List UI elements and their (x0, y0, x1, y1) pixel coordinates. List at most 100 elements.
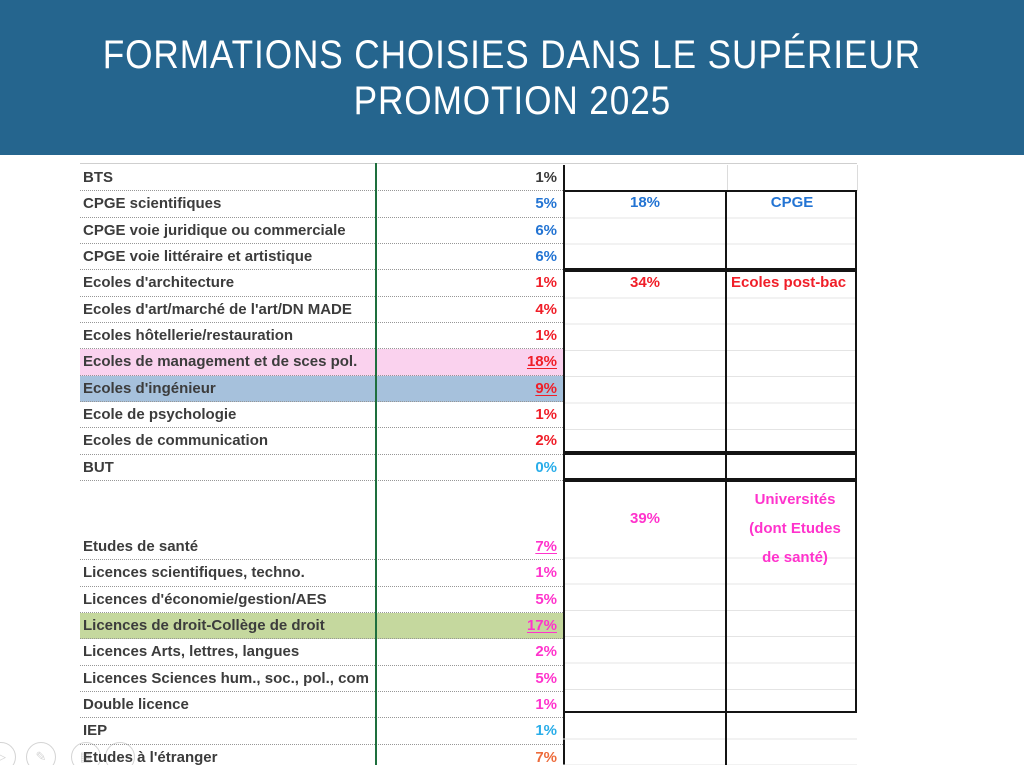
row-label: Ecoles d'art/marché de l'art/DN MADE (83, 300, 352, 318)
zoom-slide-button[interactable]: ⌕ (105, 742, 135, 765)
row-value: 0% (535, 458, 557, 476)
column-divider (725, 482, 727, 711)
gridlines (565, 192, 855, 268)
table-row: Double licence 1% (80, 692, 563, 719)
table-row: Licences Sciences hum., soc., pol., com 5… (80, 666, 563, 692)
table-row: Ecoles d'architecture 1% (80, 270, 563, 297)
table-row: Licences d'économie/gestion/AES 5% (80, 587, 563, 613)
row-value: 5% (535, 590, 557, 608)
all-slides-button[interactable]: ▦ (71, 742, 101, 765)
row-label: Ecoles d'architecture (83, 274, 235, 292)
row-value: 7% (535, 748, 557, 765)
table-row: CPGE voie littéraire et artistique 6% (80, 244, 563, 271)
row-label: CPGE voie littéraire et artistique (83, 248, 313, 266)
column-divider (725, 192, 727, 268)
table-row (80, 481, 563, 534)
column-divider (725, 713, 727, 765)
row-label: CPGE voie juridique ou commerciale (83, 221, 346, 239)
row-label: Licences scientifiques, techno. (83, 564, 305, 582)
table-row: IEP 1% (80, 718, 563, 745)
table-row: Licences Arts, lettres, langues 2% (80, 639, 563, 666)
next-arrow-icon: ▷ (0, 749, 6, 764)
table-row: Ecole de psychologie 1% (80, 402, 563, 429)
faint-gridline (857, 165, 858, 191)
slide-title-line1: FORMATIONS CHOISIES DANS LE SUPÉRIEUR (102, 32, 922, 77)
table-row: Licences de droit-Collège de droit 17% (80, 612, 563, 640)
table-row: Ecoles d'ingénieur 9% (80, 375, 563, 402)
next-slide-button[interactable]: ▷ (0, 742, 16, 765)
gridlines (563, 713, 857, 765)
magnifier-icon: ⌕ (116, 749, 124, 764)
row-label: Etudes de santé (83, 538, 199, 556)
row-value: 5% (535, 195, 557, 213)
group-percent-cpge: 18% (629, 194, 661, 211)
row-value: 1% (535, 696, 557, 714)
gridlines (565, 532, 855, 711)
table-row: Licences scientifiques, techno. 1% (80, 560, 563, 587)
slide-title-line2: PROMOTION 2025 (353, 78, 671, 123)
row-value: 1% (535, 722, 557, 740)
row-value: 6% (535, 221, 557, 239)
formations-table: BTS 1% CPGE scientifiques 5% CPGE voie jurid… (80, 163, 858, 765)
table-row: BTS 1% (80, 165, 563, 192)
table-row: Ecoles de management et de sces pol. 18% (80, 349, 563, 376)
row-value: 7% (535, 538, 557, 556)
group-percent-ecoles: 34% (629, 274, 661, 291)
row-value: 1% (535, 406, 557, 424)
row-label: Ecole de psychologie (83, 406, 237, 424)
pen-icon: ✎ (35, 749, 47, 764)
group-box-universites: 39% Universités (dont Etudes de santé) (563, 480, 857, 713)
row-value: 1% (535, 169, 557, 187)
row-value: 6% (535, 248, 557, 266)
table-row: CPGE scientifiques 5% (80, 191, 563, 218)
table-top-border (80, 163, 857, 164)
green-column-separator (375, 163, 377, 765)
group-percent-universites: 39% (629, 510, 661, 527)
row-label: Licences Arts, lettres, langues (83, 643, 300, 661)
column-divider (725, 272, 727, 451)
row-value: 1% (535, 564, 557, 582)
row-label: Licences de droit-Collège de droit (83, 617, 325, 635)
table-row: Etudes de santé 7% (80, 534, 563, 561)
row-value: 2% (535, 432, 557, 450)
pen-tool-button[interactable]: ✎ (26, 742, 56, 765)
row-label: IEP (83, 722, 108, 740)
group-box-ecoles-post-bac: 34% Ecoles post-bac (563, 270, 857, 453)
group-label-ecoles: Ecoles post-bac (731, 274, 847, 291)
table-row: Ecoles d'art/marché de l'art/DN MADE 4% (80, 297, 563, 323)
row-value: 1% (535, 327, 557, 345)
row-value: 9% (535, 379, 557, 397)
row-label: BTS (83, 169, 113, 187)
all-slides-icon: ▦ (79, 749, 93, 764)
table-row: Ecoles hôtellerie/restauration 1% (80, 323, 563, 350)
group-label-universites: Universités (dont Etudes de santé) (749, 491, 841, 566)
gridlines (565, 272, 855, 451)
table-row: BUT 0% (80, 455, 563, 481)
row-value: 17% (526, 617, 557, 635)
row-label: Etudes à l'étranger (83, 748, 218, 765)
row-value: 4% (535, 300, 557, 318)
row-value: 1% (535, 274, 557, 292)
column-divider (725, 455, 727, 478)
title-banner: FORMATIONS CHOISIES DANS LE SUPÉRIEUR PR… (0, 0, 1024, 155)
table-row: Ecoles de communication 2% (80, 428, 563, 455)
table-rows: BTS 1% CPGE scientifiques 5% CPGE voie jurid… (80, 165, 563, 765)
row-label: Ecoles d'ingénieur (83, 379, 216, 397)
group-box-bottom (563, 713, 857, 765)
row-value: 5% (535, 669, 557, 687)
row-label: Ecoles hôtellerie/restauration (83, 327, 294, 345)
faint-gridline (727, 165, 728, 191)
row-label: Licences d'économie/gestion/AES (83, 590, 327, 608)
row-label: Ecoles de communication (83, 432, 269, 450)
row-value: 2% (535, 643, 557, 661)
row-label: BUT (83, 458, 114, 476)
table-row: Etudes à l'étranger 7% (80, 745, 563, 765)
row-label: Double licence (83, 696, 189, 714)
group-box-but (563, 453, 857, 480)
group-label-cpge: CPGE (770, 194, 814, 211)
row-label: Ecoles de management et de sces pol. (83, 353, 358, 371)
group-box-cpge: 18% CPGE (563, 190, 857, 270)
row-label: CPGE scientifiques (83, 195, 222, 213)
table-row: CPGE voie juridique ou commerciale 6% (80, 218, 563, 244)
